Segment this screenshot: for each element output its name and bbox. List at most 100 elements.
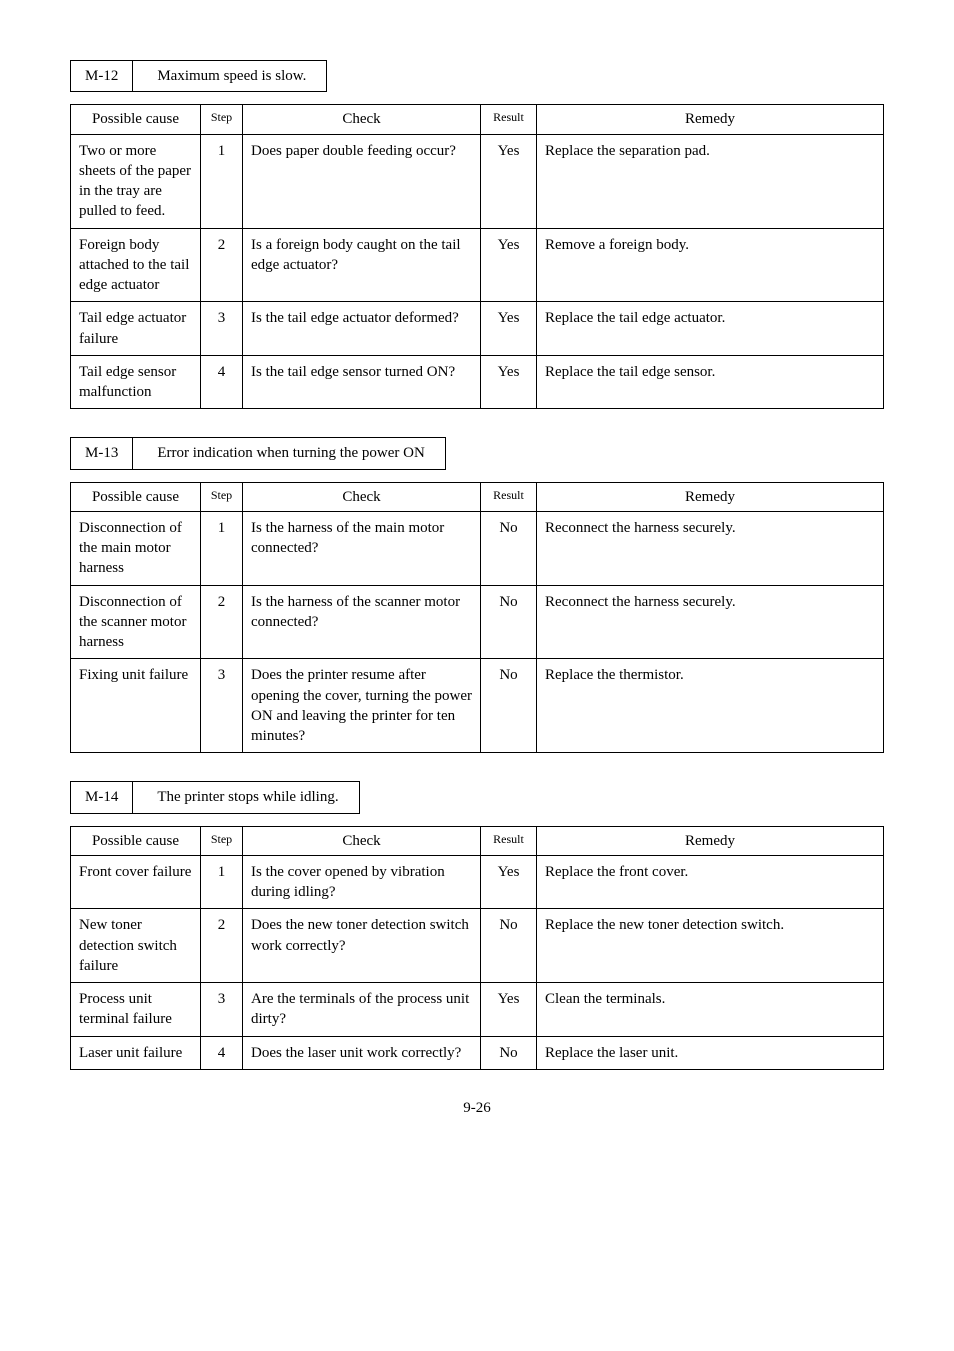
table-row: Front cover failure 1 Is the cover opene…: [71, 855, 884, 909]
cell-step: 4: [201, 355, 243, 409]
cell-remedy: Replace the tail edge sensor.: [537, 355, 884, 409]
hdr-result: Result: [481, 105, 537, 134]
cell-result: No: [481, 511, 537, 585]
cell-remedy: Clean the terminals.: [537, 983, 884, 1037]
hdr-check: Check: [243, 826, 481, 855]
code-label: M-12: [71, 61, 133, 91]
hdr-step: Step: [201, 105, 243, 134]
cell-remedy: Replace the separation pad.: [537, 134, 884, 228]
cell-remedy: Reconnect the harness securely.: [537, 511, 884, 585]
cell-remedy: Replace the front cover.: [537, 855, 884, 909]
cell-cause: Disconnection of the main motor harness: [71, 511, 201, 585]
cell-check: Is the tail edge actuator deformed?: [243, 302, 481, 356]
table-row: Fixing unit failure 3 Does the printer r…: [71, 659, 884, 753]
code-title: Error indication when turning the power …: [133, 438, 444, 468]
cell-check: Is the tail edge sensor turned ON?: [243, 355, 481, 409]
cell-cause: Laser unit failure: [71, 1036, 201, 1069]
code-label: M-13: [71, 438, 133, 468]
cell-step: 1: [201, 511, 243, 585]
cell-check: Is the harness of the scanner motor conn…: [243, 585, 481, 659]
cell-step: 3: [201, 659, 243, 753]
cell-remedy: Replace the tail edge actuator.: [537, 302, 884, 356]
cell-remedy: Replace the thermistor.: [537, 659, 884, 753]
table-head: Possible cause Step Check Result Remedy: [71, 105, 884, 134]
section-m13: M-13 Error indication when turning the p…: [70, 437, 884, 753]
section-m14: M-14 The printer stops while idling. Pos…: [70, 781, 884, 1070]
cell-remedy: Remove a foreign body.: [537, 228, 884, 302]
table-row: New toner detection switch failure 2 Doe…: [71, 909, 884, 983]
table-m14: Possible cause Step Check Result Remedy …: [70, 826, 884, 1070]
hdr-step: Step: [201, 826, 243, 855]
hdr-remedy: Remedy: [537, 826, 884, 855]
cell-step: 2: [201, 585, 243, 659]
cell-result: No: [481, 585, 537, 659]
cell-check: Is a foreign body caught on the tail edg…: [243, 228, 481, 302]
cell-result: No: [481, 909, 537, 983]
code-box: M-14 The printer stops while idling.: [70, 781, 360, 813]
cell-result: No: [481, 659, 537, 753]
cell-cause: Tail edge actuator failure: [71, 302, 201, 356]
hdr-remedy: Remedy: [537, 482, 884, 511]
cell-result: Yes: [481, 355, 537, 409]
hdr-cause: Possible cause: [71, 826, 201, 855]
cell-check: Does the new toner detection switch work…: [243, 909, 481, 983]
code-title: Maximum speed is slow.: [133, 61, 326, 91]
cell-step: 2: [201, 909, 243, 983]
code-box: M-13 Error indication when turning the p…: [70, 437, 446, 469]
cell-cause: Process unit terminal failure: [71, 983, 201, 1037]
table-row: Foreign body attached to the tail edge a…: [71, 228, 884, 302]
code-label: M-14: [71, 782, 133, 812]
table-m13: Possible cause Step Check Result Remedy …: [70, 482, 884, 754]
cell-check: Is the harness of the main motor connect…: [243, 511, 481, 585]
hdr-cause: Possible cause: [71, 482, 201, 511]
table-m12: Possible cause Step Check Result Remedy …: [70, 104, 884, 409]
cell-result: Yes: [481, 302, 537, 356]
cell-cause: Two or more sheets of the paper in the t…: [71, 134, 201, 228]
table-row: Two or more sheets of the paper in the t…: [71, 134, 884, 228]
code-title: The printer stops while idling.: [133, 782, 358, 812]
cell-check: Does paper double feeding occur?: [243, 134, 481, 228]
table-head: Possible cause Step Check Result Remedy: [71, 826, 884, 855]
cell-cause: Fixing unit failure: [71, 659, 201, 753]
hdr-check: Check: [243, 105, 481, 134]
cell-check: Does the printer resume after opening th…: [243, 659, 481, 753]
cell-result: Yes: [481, 134, 537, 228]
cell-result: No: [481, 1036, 537, 1069]
cell-check: Are the terminals of the process unit di…: [243, 983, 481, 1037]
cell-step: 4: [201, 1036, 243, 1069]
hdr-result: Result: [481, 826, 537, 855]
code-box: M-12 Maximum speed is slow.: [70, 60, 327, 92]
cell-cause: Tail edge sensor malfunction: [71, 355, 201, 409]
cell-cause: Disconnection of the scanner motor harne…: [71, 585, 201, 659]
hdr-check: Check: [243, 482, 481, 511]
hdr-step: Step: [201, 482, 243, 511]
cell-step: 1: [201, 134, 243, 228]
cell-step: 3: [201, 983, 243, 1037]
cell-remedy: Reconnect the harness securely.: [537, 585, 884, 659]
cell-cause: Front cover failure: [71, 855, 201, 909]
hdr-result: Result: [481, 482, 537, 511]
hdr-remedy: Remedy: [537, 105, 884, 134]
cell-step: 3: [201, 302, 243, 356]
section-m12: M-12 Maximum speed is slow. Possible cau…: [70, 60, 884, 409]
cell-check: Is the cover opened by vibration during …: [243, 855, 481, 909]
table-row: Disconnection of the main motor harness …: [71, 511, 884, 585]
table-head: Possible cause Step Check Result Remedy: [71, 482, 884, 511]
table-row: Disconnection of the scanner motor harne…: [71, 585, 884, 659]
hdr-cause: Possible cause: [71, 105, 201, 134]
cell-result: Yes: [481, 983, 537, 1037]
page-number: 9-26: [70, 1098, 884, 1118]
cell-cause: Foreign body attached to the tail edge a…: [71, 228, 201, 302]
cell-step: 1: [201, 855, 243, 909]
table-row: Laser unit failure 4 Does the laser unit…: [71, 1036, 884, 1069]
cell-remedy: Replace the new toner detection switch.: [537, 909, 884, 983]
table-row: Tail edge actuator failure 3 Is the tail…: [71, 302, 884, 356]
cell-step: 2: [201, 228, 243, 302]
cell-cause: New toner detection switch failure: [71, 909, 201, 983]
cell-result: Yes: [481, 228, 537, 302]
table-row: Tail edge sensor malfunction 4 Is the ta…: [71, 355, 884, 409]
cell-check: Does the laser unit work correctly?: [243, 1036, 481, 1069]
cell-result: Yes: [481, 855, 537, 909]
table-row: Process unit terminal failure 3 Are the …: [71, 983, 884, 1037]
cell-remedy: Replace the laser unit.: [537, 1036, 884, 1069]
